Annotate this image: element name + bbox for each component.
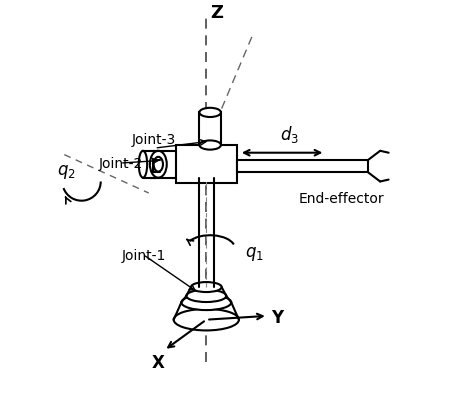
Ellipse shape bbox=[139, 151, 147, 178]
Text: $d_3$: $d_3$ bbox=[280, 124, 299, 145]
Text: Z: Z bbox=[210, 4, 223, 22]
Text: X: X bbox=[152, 354, 165, 372]
Ellipse shape bbox=[173, 309, 239, 331]
Ellipse shape bbox=[186, 290, 226, 302]
Ellipse shape bbox=[182, 295, 231, 310]
Text: Joint-1: Joint-1 bbox=[122, 249, 166, 263]
Text: Joint-3: Joint-3 bbox=[131, 133, 176, 147]
Ellipse shape bbox=[200, 108, 221, 117]
Ellipse shape bbox=[150, 151, 167, 178]
Text: Joint-2: Joint-2 bbox=[99, 157, 143, 171]
Bar bbox=[175, 145, 237, 184]
Text: Y: Y bbox=[272, 309, 283, 327]
Ellipse shape bbox=[200, 140, 221, 150]
Bar bbox=[200, 112, 221, 145]
Text: $q_1$: $q_1$ bbox=[245, 245, 264, 264]
Text: End-effector: End-effector bbox=[299, 192, 384, 206]
Ellipse shape bbox=[191, 282, 222, 292]
Text: $q_2$: $q_2$ bbox=[57, 163, 75, 181]
Bar bbox=[237, 160, 367, 172]
Ellipse shape bbox=[154, 157, 163, 172]
